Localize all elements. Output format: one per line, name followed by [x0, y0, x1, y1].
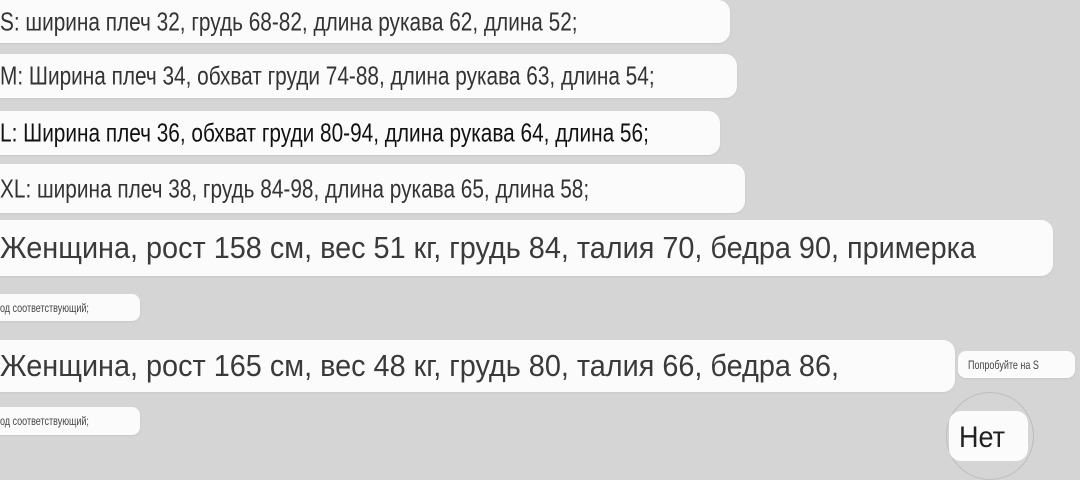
review-1-text: Женщина, рост 158 см, вес 51 кг, грудь 8… [0, 230, 976, 265]
size-l-bubble: L: Ширина плеч 36, обхват груди 80-94, д… [0, 111, 720, 155]
size-m-bubble: M: Ширина плеч 34, обхват груди 74-88, д… [0, 54, 737, 98]
size-xl-bubble: XL: ширина плеч 38, грудь 84-98, длина р… [0, 164, 745, 213]
review-2-text: Женщина, рост 165 см, вес 48 кг, грудь 8… [0, 348, 839, 383]
suggestion-text: Попробуйте на S [968, 357, 1039, 372]
suggestion-chip[interactable]: Попробуйте на S [958, 351, 1075, 378]
review-2-bubble: Женщина, рост 165 см, вес 48 кг, грудь 8… [0, 340, 955, 392]
size-l-text: L: Ширина плеч 36, обхват груди 80-94, д… [0, 117, 649, 148]
review-1-note-bubble: од соответствующий; [0, 294, 140, 321]
size-s-bubble: S: ширина плеч 32, грудь 68-82, длина ру… [0, 0, 730, 43]
size-xl-text: XL: ширина плеч 38, грудь 84-98, длина р… [0, 173, 590, 203]
review-1-bubble: Женщина, рост 158 см, вес 51 кг, грудь 8… [0, 220, 1053, 276]
no-button[interactable]: Нет [949, 411, 1028, 461]
size-s-text: S: ширина плеч 32, грудь 68-82, длина ру… [0, 6, 578, 36]
no-button-label: Нет [959, 421, 1005, 454]
size-m-text: M: Ширина плеч 34, обхват груди 74-88, д… [0, 60, 655, 91]
review-2-note: од соответствующий; [0, 414, 89, 428]
review-1-note: од соответствующий; [0, 300, 89, 315]
review-2-note-bubble: од соответствующий; [0, 407, 140, 435]
